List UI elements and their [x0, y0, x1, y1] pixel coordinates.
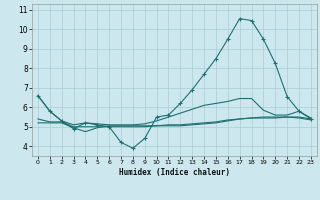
- X-axis label: Humidex (Indice chaleur): Humidex (Indice chaleur): [119, 168, 230, 177]
